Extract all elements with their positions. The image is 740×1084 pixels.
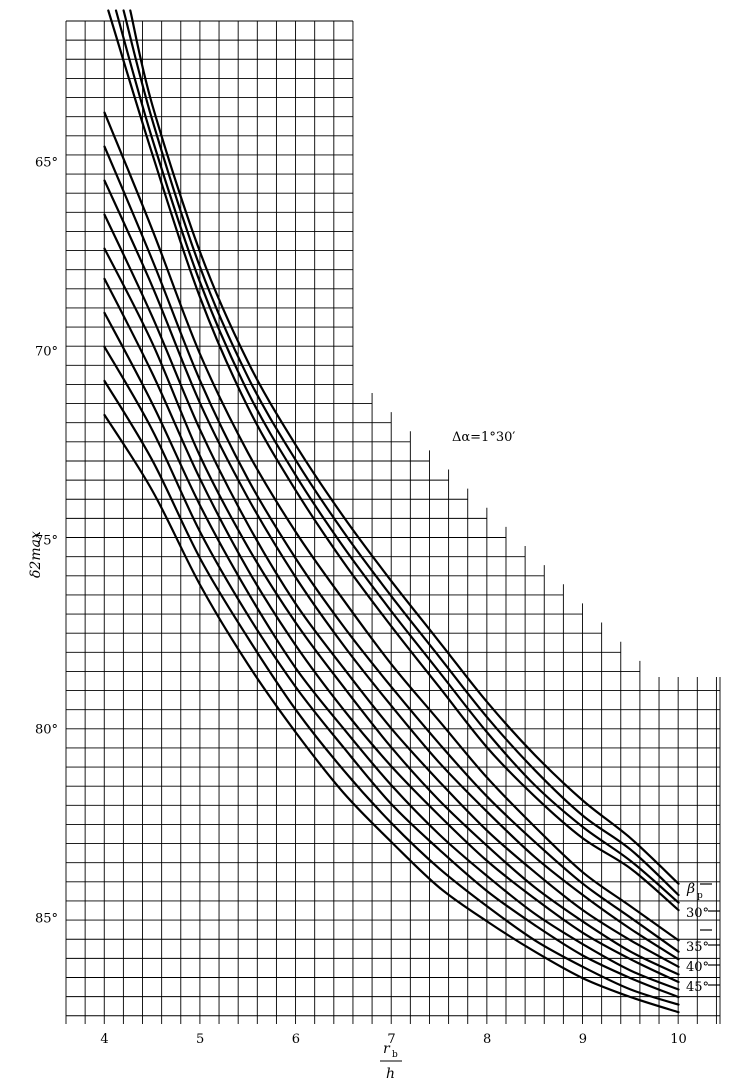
y-tick-label-70: 70°: [35, 345, 58, 360]
x-axis-label-denominator: h: [386, 1066, 395, 1082]
x-axis-label: r b h: [380, 1041, 402, 1082]
x-tick-label-10: 10: [670, 1032, 687, 1047]
legend-title: β: [686, 881, 695, 897]
curve-14: [103, 413, 680, 1014]
curve-9: [103, 247, 680, 976]
legend-entry-40: 40°: [686, 960, 709, 975]
curve-13: [103, 379, 680, 1006]
curve-2: [114, 9, 680, 904]
x-tick-labels: 4 5 6 7 8 9 10: [100, 1032, 686, 1047]
curve-12: [103, 345, 680, 999]
x-tick-label-5: 5: [196, 1032, 204, 1047]
y-tick-label-85: 85°: [35, 912, 58, 927]
legend-entry-45: 45°: [686, 980, 709, 995]
y-tick-labels: 65° 70° 75° 80° 85°: [35, 156, 58, 927]
curve-4: [129, 9, 680, 885]
y-tick-label-75: 75°: [35, 534, 58, 549]
x-tick-label-9: 9: [579, 1032, 587, 1047]
y-axis-label-symbol: δ2max: [28, 531, 44, 578]
curve-11: [103, 311, 680, 991]
y-axis-label: δ2max: [28, 531, 44, 578]
x-axis-label-numerator-sub: b: [392, 1050, 398, 1060]
x-axis-label-numerator: r: [383, 1041, 391, 1057]
curve-7: [103, 179, 680, 961]
chart-curves: [103, 9, 680, 1014]
x-tick-label-4: 4: [100, 1032, 108, 1047]
legend-title-subscript: p: [697, 891, 703, 901]
x-tick-label-7: 7: [387, 1032, 395, 1047]
x-tick-label-8: 8: [483, 1032, 491, 1047]
legend-entry-30: 30°: [686, 906, 709, 921]
curve-3: [122, 9, 680, 897]
delta-alpha-annotation: Δα=1°30′: [452, 430, 515, 445]
legend-entry-35: 35°: [686, 940, 709, 955]
curve-1: [107, 9, 680, 912]
curve-6: [103, 145, 680, 953]
curve-10: [103, 277, 680, 984]
legend: β p 30° 35° 40° 45°: [686, 881, 720, 995]
curve-5: [103, 111, 680, 942]
y-tick-label-80: 80°: [35, 723, 58, 738]
curve-8: [103, 213, 680, 968]
y-tick-label-65: 65°: [35, 156, 58, 171]
x-tick-label-6: 6: [292, 1032, 300, 1047]
chart-grid: [65, 20, 721, 1024]
